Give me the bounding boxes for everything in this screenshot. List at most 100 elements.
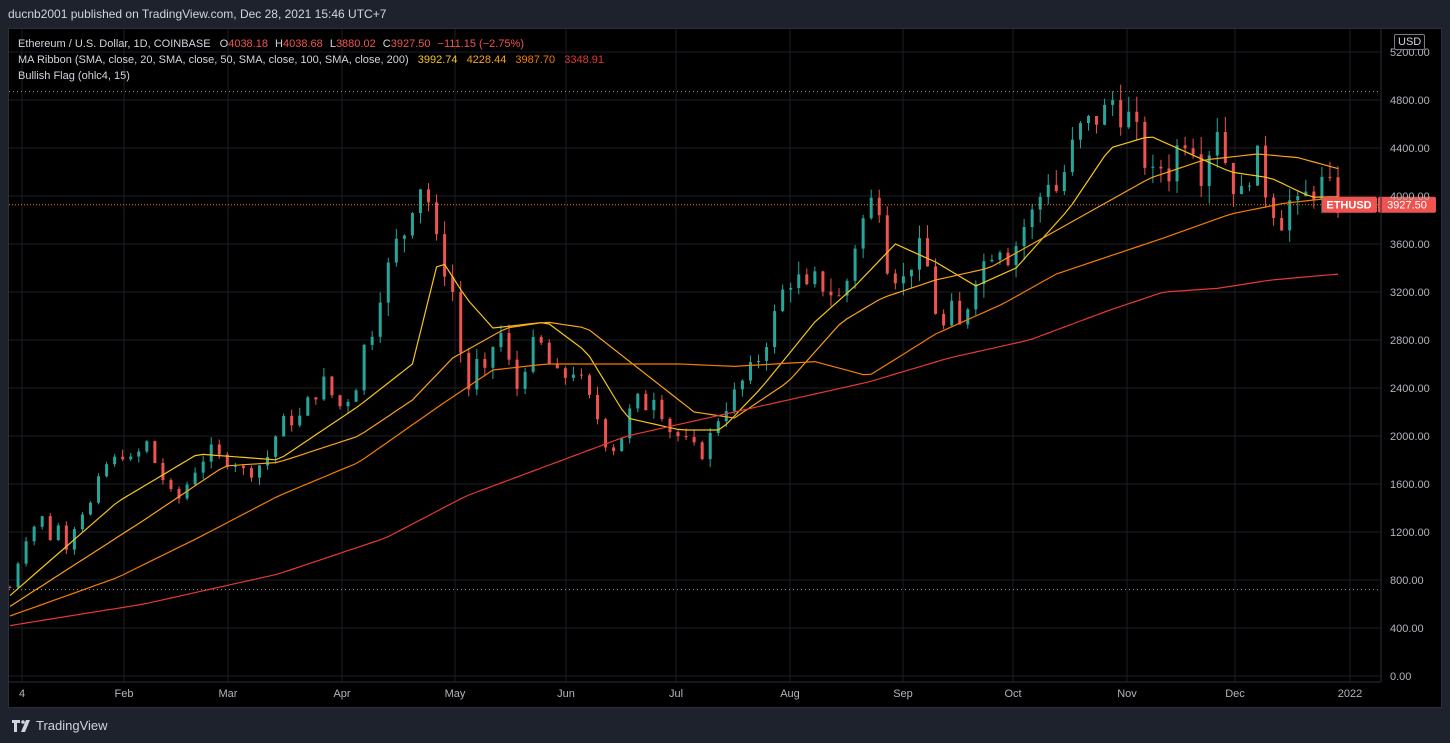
chart-area[interactable]: [8, 28, 1442, 708]
candle-body: [789, 287, 793, 290]
candle-body: [467, 352, 471, 390]
candle-body: [298, 415, 302, 426]
candle-body: [547, 342, 551, 364]
candle-body: [258, 465, 262, 478]
price-tick-label: 1600.00: [1390, 479, 1430, 491]
bottom-bar: TradingView: [0, 708, 1450, 743]
candle-body: [982, 261, 986, 284]
candle-body: [475, 358, 479, 390]
candle-body: [1320, 176, 1324, 201]
candle-body: [499, 332, 503, 348]
time-tick-label: Sep: [893, 688, 913, 700]
candle-body: [129, 456, 133, 460]
candle-body: [652, 399, 656, 411]
candle-body: [1006, 252, 1010, 266]
open-value: 4038.18: [228, 38, 268, 50]
candle-body: [926, 238, 930, 267]
candle-body: [765, 347, 769, 361]
candle-body: [1014, 246, 1018, 266]
candle-body: [1247, 185, 1251, 187]
candle-body: [378, 302, 382, 337]
candle-body: [1119, 100, 1123, 128]
candle-body: [330, 376, 334, 396]
candle-body: [1264, 145, 1268, 198]
candle-body: [684, 436, 688, 438]
candle-body: [539, 336, 543, 343]
price-tag-symbol-box: [1322, 196, 1377, 213]
candle-body: [1030, 209, 1034, 228]
candle-body: [459, 292, 463, 353]
time-tick-label: Apr: [333, 688, 350, 700]
price-tick-label: 4800.00: [1390, 95, 1430, 107]
candle-body: [1183, 145, 1187, 149]
candle-body: [1312, 191, 1316, 201]
candle-body: [1175, 145, 1179, 182]
candle-body: [322, 376, 326, 400]
price-tick-label: 2400.00: [1390, 383, 1430, 395]
candle-body: [853, 248, 857, 281]
candle-body: [153, 441, 157, 463]
candle-body: [571, 374, 575, 378]
candle-body: [370, 336, 374, 345]
candle-body: [893, 273, 897, 284]
change-value: −111.15 (−2.75%): [437, 38, 524, 50]
candle-body: [515, 359, 519, 389]
candle-body: [523, 371, 527, 389]
price-tag-value: 3927.50: [1387, 200, 1427, 212]
candle-body: [604, 419, 608, 448]
candle-body: [974, 283, 978, 310]
candle-body: [225, 454, 229, 467]
candle-body: [64, 525, 68, 550]
ma100-line: [9, 196, 1339, 617]
candle-body: [676, 432, 680, 437]
candle-body: [88, 502, 92, 515]
candle-body: [24, 541, 28, 564]
candle-body: [274, 436, 278, 457]
candle-body: [917, 238, 921, 270]
price-axis: 0.00 400.00 800.00 1200.00 1600.00 2000.00 240…: [1380, 29, 1430, 683]
candle-body: [1207, 155, 1211, 187]
price-tick-label: 4400.00: [1390, 143, 1430, 155]
candle-body: [266, 456, 270, 466]
open-label: O: [219, 38, 229, 50]
candle-body: [1296, 196, 1300, 201]
candle-body: [48, 516, 52, 541]
candle-body: [885, 215, 889, 274]
bullish-flag-label: Bullish Flag (ohlc4, 15): [18, 70, 130, 82]
candle-body: [636, 393, 640, 409]
candle-body: [748, 362, 752, 381]
candle-body: [1191, 148, 1195, 155]
tradingview-logo-icon: [12, 719, 30, 732]
price-tick-label: 2000.00: [1390, 431, 1430, 443]
symbol-name: Ethereum / U.S. Dollar, 1D, COINBASE: [18, 38, 211, 50]
candle-body: [837, 295, 841, 297]
candle-body: [1256, 145, 1260, 186]
candle-body: [966, 309, 970, 325]
low-value: 3880.02: [335, 38, 376, 50]
time-tick-label: May: [445, 688, 466, 700]
candle-body: [282, 415, 286, 437]
currency-badge[interactable]: USD: [1394, 34, 1426, 50]
ma-ribbon-label: MA Ribbon (SMA, close, 20, SMA, close, 5…: [18, 54, 409, 66]
ma-ribbon-row: MA Ribbon (SMA, close, 20, SMA, close, 5…: [18, 52, 604, 68]
candle-body: [716, 421, 720, 433]
candle-body: [217, 444, 221, 455]
tradingview-brand[interactable]: TradingView: [12, 718, 108, 733]
candle-body: [40, 516, 44, 527]
candle-body: [805, 274, 809, 285]
candle-body: [692, 436, 696, 443]
candle-body: [346, 401, 350, 407]
candle-body: [942, 313, 946, 326]
candle-body: [1215, 132, 1219, 156]
candle-body: [1239, 186, 1243, 195]
candle-body: [845, 280, 849, 296]
time-tick-label: Aug: [780, 688, 800, 700]
ma20-value: 3992.74: [417, 54, 458, 66]
candle-body: [950, 300, 954, 326]
candle-body: [1143, 121, 1147, 168]
candle-body: [596, 394, 600, 420]
time-tick-label: Dec: [1225, 688, 1245, 700]
candle-body: [1103, 104, 1107, 125]
candle-body: [644, 393, 648, 411]
